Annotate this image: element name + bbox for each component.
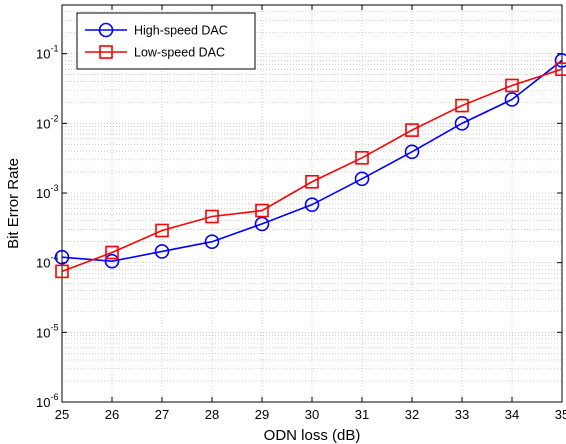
x-tick-label: 26: [105, 407, 119, 422]
legend-item: High-speed DAC: [85, 22, 228, 38]
legend: High-speed DAC Low-speed DAC: [76, 12, 256, 70]
y-axis-label: Bit Error Rate: [5, 158, 22, 249]
series: [54, 53, 566, 279]
y-tick-label: 10-6: [36, 392, 58, 410]
x-tick-label: 27: [155, 407, 169, 422]
y-tick-label: 10-2: [36, 113, 58, 131]
x-tick-label: 34: [505, 407, 519, 422]
x-tick-label: 33: [455, 407, 469, 422]
legend-item: Low-speed DAC: [85, 45, 225, 60]
y-tick-label: 10-4: [36, 253, 58, 271]
data-point: [554, 53, 566, 68]
data-point: [255, 203, 269, 218]
data-point: [404, 144, 420, 160]
data-point: [454, 116, 470, 131]
data-point: [505, 78, 519, 93]
data-point: [355, 151, 369, 165]
data-point: [405, 123, 419, 137]
data-point: [204, 234, 220, 250]
data-point: [304, 197, 320, 212]
data-point: [205, 209, 219, 224]
series-low-speed-dac: [55, 62, 566, 279]
data-point: [254, 216, 270, 232]
series-line: [61, 59, 563, 263]
x-tick-label: 32: [405, 407, 419, 422]
data-point: [305, 174, 319, 189]
x-tick-label: 25: [55, 407, 69, 422]
legend-box: [76, 12, 256, 70]
y-tick-label: 10-3: [36, 183, 58, 201]
x-tick-label: 35: [555, 407, 566, 422]
x-tick-label: 31: [355, 407, 369, 422]
legend-marker: [98, 22, 114, 38]
grid: [62, 5, 562, 402]
data-point: [154, 244, 170, 259]
legend-label: High-speed DAC: [134, 24, 228, 38]
data-point: [155, 223, 169, 238]
data-point: [54, 249, 70, 265]
y-tick-label: 10-5: [36, 322, 58, 340]
x-tick-label: 30: [305, 407, 319, 422]
data-point: [104, 253, 120, 269]
y-tick-label: 10-1: [36, 44, 58, 62]
series-high-speed-dac: [54, 53, 566, 269]
data-point: [105, 245, 119, 260]
data-point: [55, 264, 69, 279]
data-point: [354, 171, 370, 187]
x-tick-label: 29: [255, 407, 269, 422]
axis-ticks: 25 26 27 28 29 30 31 32 33 34 35 10-6 10-5 10-4 10-3 10…: [36, 5, 566, 422]
data-point: [555, 62, 566, 76]
data-point: [504, 92, 520, 107]
legend-label: Low-speed DAC: [134, 46, 225, 60]
legend-marker: [99, 45, 113, 59]
x-tick-label: 28: [205, 407, 219, 422]
series-line: [61, 68, 563, 273]
x-axis-label: ODN loss (dB): [264, 427, 361, 444]
data-point: [455, 98, 469, 113]
